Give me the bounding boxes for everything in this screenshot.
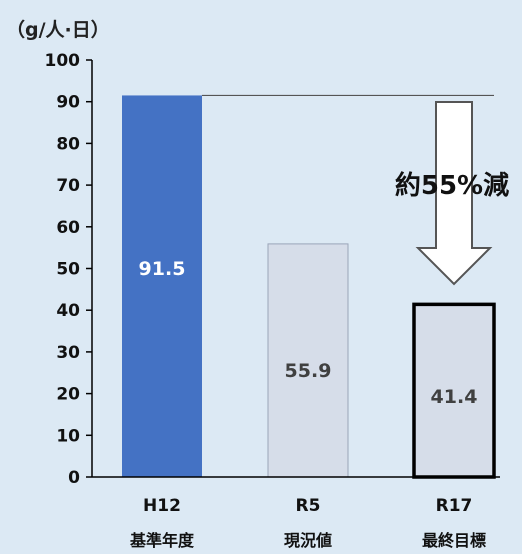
reduction-annotation: 約55%減 — [395, 170, 509, 201]
y-tick-label: 100 — [45, 51, 81, 71]
data-label-r5: 55.9 — [285, 360, 332, 382]
y-tick-label: 30 — [56, 343, 80, 363]
y-axis-unit-label: （g/人·日） — [6, 18, 110, 41]
x-tick-label-r17: R17 — [436, 496, 473, 516]
y-tick-label: 60 — [56, 218, 80, 238]
bar-h12 — [122, 95, 202, 477]
x-tick-label-h12: H12 — [143, 496, 181, 516]
data-label-h12: 91.5 — [139, 258, 186, 280]
x-sublabel-h12: 基準年度 — [129, 531, 195, 550]
x-sublabel-r5: 現況値 — [284, 531, 332, 550]
y-tick-label: 20 — [56, 385, 80, 405]
bar-r17 — [412, 302, 496, 479]
y-tick-label: 40 — [56, 301, 80, 321]
bar-r5 — [267, 243, 349, 478]
y-tick-label: 80 — [56, 134, 80, 154]
y-tick-label: 70 — [56, 176, 80, 196]
decrease-arrow-icon — [415, 101, 493, 286]
y-tick-label: 50 — [56, 260, 80, 280]
y-tick-label: 90 — [56, 93, 80, 113]
data-label-r17: 41.4 — [431, 386, 478, 408]
x-tick-label-r5: R5 — [296, 496, 321, 516]
y-tick-label: 10 — [56, 426, 80, 446]
y-tick-label: 0 — [68, 468, 80, 488]
x-sublabel-r17: 最終目標 — [422, 531, 486, 550]
